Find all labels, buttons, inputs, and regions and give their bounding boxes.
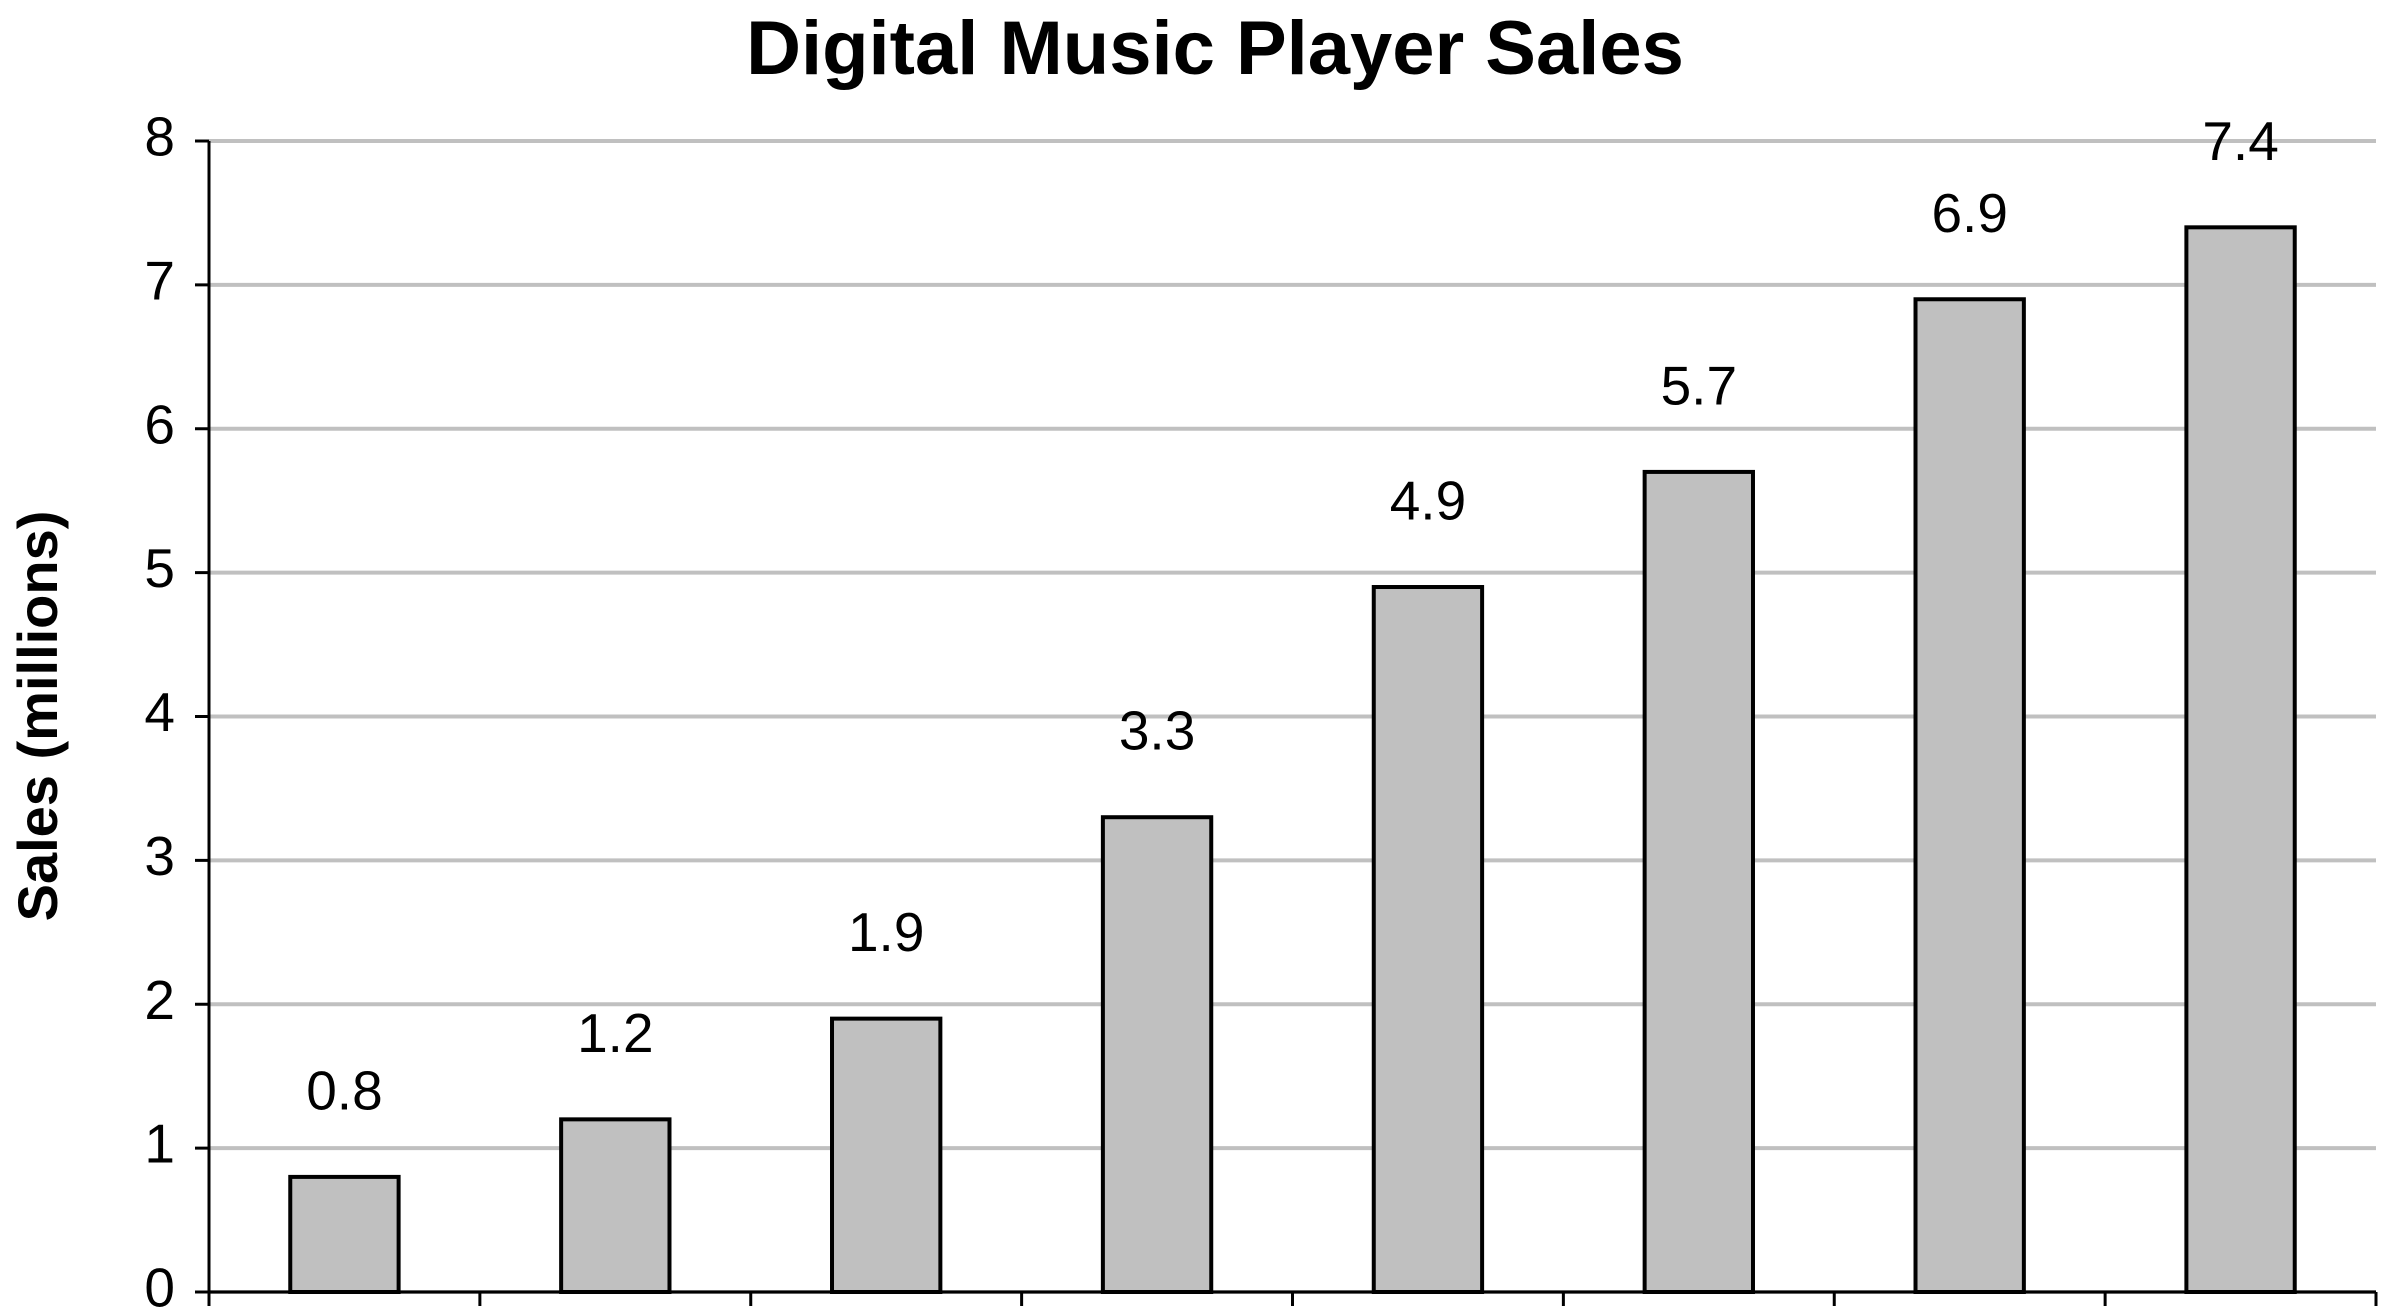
y-axis-label: Sales (millions) — [6, 511, 69, 922]
bar — [1913, 297, 2026, 1294]
bar — [1642, 469, 1755, 1295]
y-tick-label: 1 — [144, 1113, 175, 1175]
y-tick-label: 5 — [144, 537, 175, 599]
value-label: 5.7 — [1661, 354, 1737, 416]
value-label: 0.8 — [306, 1059, 382, 1121]
chart-title: Digital Music Player Sales — [746, 6, 1684, 91]
value-label: 7.4 — [2202, 110, 2278, 172]
value-label: 1.9 — [848, 901, 924, 963]
y-tick-label: 2 — [144, 969, 175, 1031]
bar — [559, 1117, 672, 1294]
bar — [1371, 585, 1485, 1294]
bar — [2184, 225, 2297, 1295]
value-label: 1.2 — [577, 1002, 653, 1064]
value-label: 6.9 — [1931, 182, 2007, 244]
y-tick-label: 4 — [144, 681, 175, 743]
y-tick-label: 7 — [144, 249, 175, 311]
y-tick-label: 3 — [144, 825, 175, 887]
bar — [1100, 815, 1214, 1295]
bar — [830, 1016, 943, 1294]
y-tick-label: 0 — [144, 1257, 175, 1308]
y-tick-label: 8 — [144, 106, 175, 168]
bar — [288, 1174, 401, 1295]
value-label: 3.3 — [1119, 700, 1195, 762]
value-label: 4.9 — [1390, 470, 1466, 532]
y-tick-label: 6 — [144, 393, 175, 455]
